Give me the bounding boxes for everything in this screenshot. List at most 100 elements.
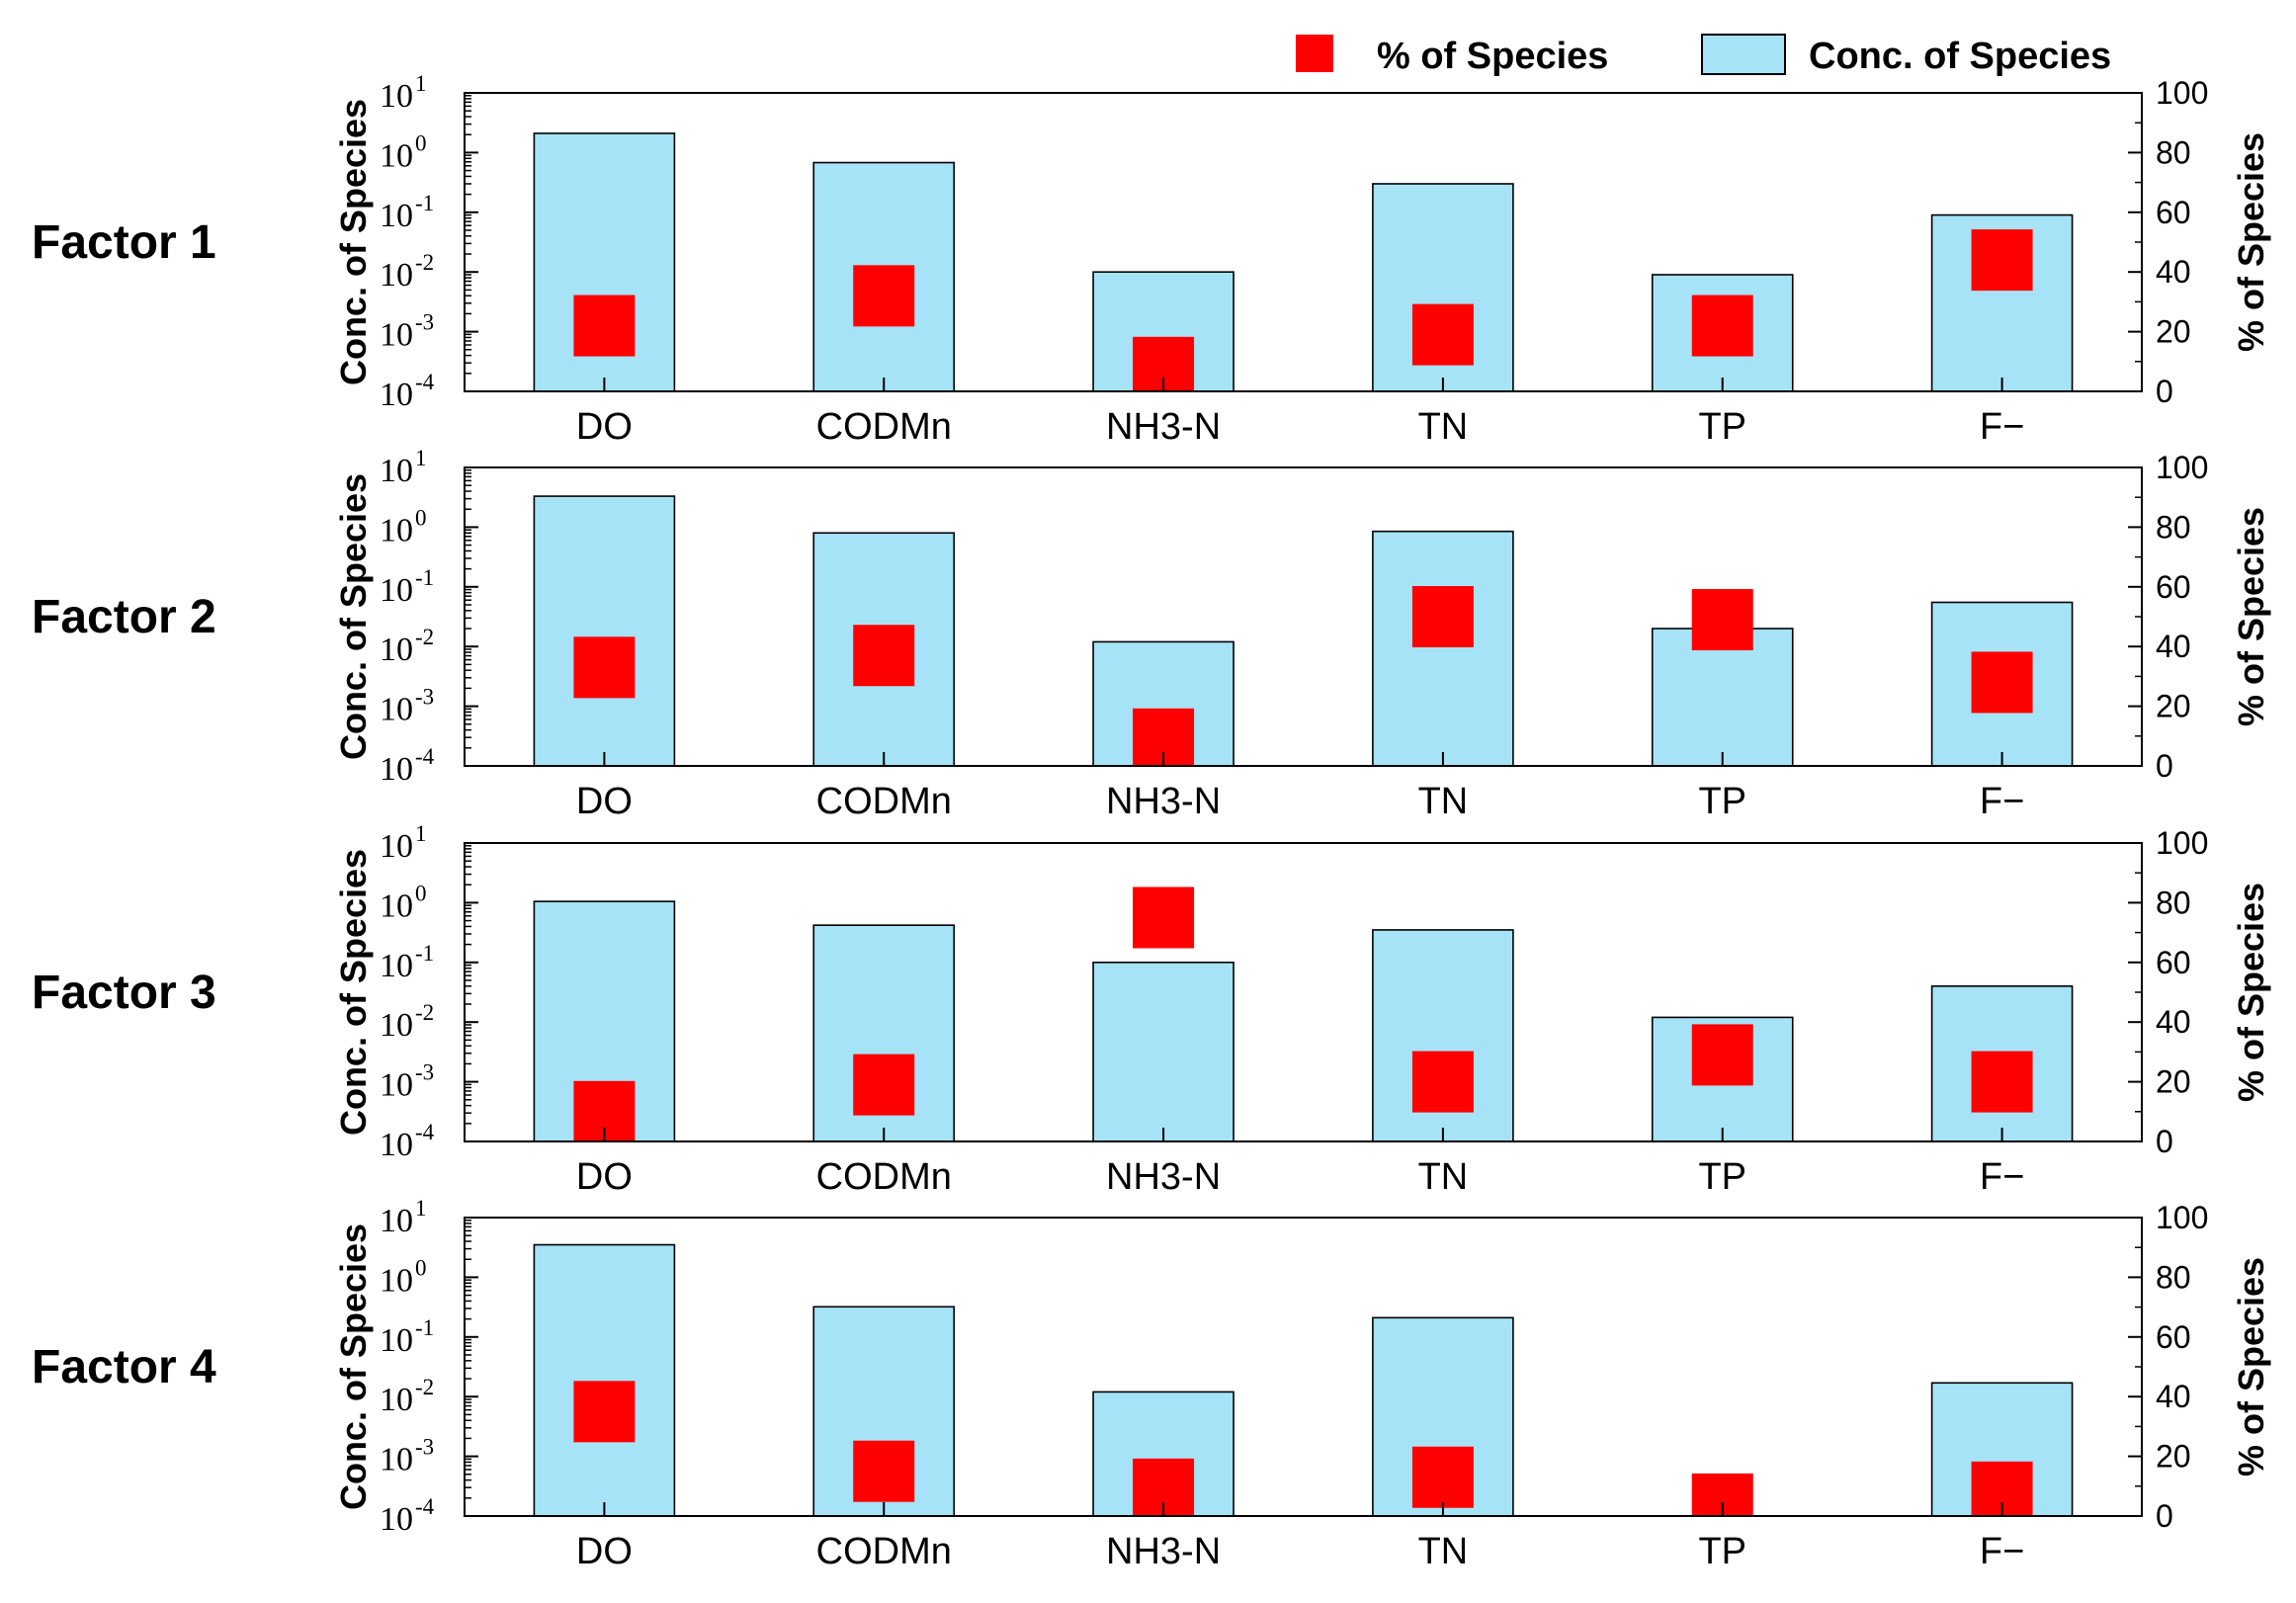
plot-frame <box>464 466 2143 767</box>
left-tick-base: 10 <box>380 948 413 984</box>
right-tick-label: 60 <box>2156 195 2191 230</box>
category-label: TN <box>1418 781 1469 822</box>
left-tick-exponent: -1 <box>415 1315 434 1340</box>
left-axis-title: Conc. of Species <box>333 849 374 1136</box>
category-label: CODMn <box>816 781 952 822</box>
conc-bar <box>1092 961 1234 1142</box>
category-label: TP <box>1698 781 1746 822</box>
left-axis-title: Conc. of Species <box>333 473 374 760</box>
left-tick-exponent: 1 <box>415 446 427 470</box>
pct-marker <box>1971 1051 2033 1113</box>
left-tick-base: 10 <box>380 78 413 115</box>
right-tick-label: 100 <box>2156 450 2208 485</box>
panels: Factor 1DO CODMn NH3-N TN TP F−10-410-310-210… <box>32 71 2271 1572</box>
left-tick-exponent: 1 <box>415 1196 427 1221</box>
left-tick-base: 10 <box>380 512 413 548</box>
right-tick-label: 40 <box>2156 629 2191 664</box>
left-tick-base: 10 <box>380 828 413 865</box>
left-tick-base: 10 <box>380 257 413 294</box>
pct-marker <box>1411 1446 1474 1508</box>
left-tick-exponent: -4 <box>415 744 435 769</box>
right-axis-title: % of Species <box>2231 507 2271 726</box>
left-tick-base: 10 <box>380 1127 413 1163</box>
right-tick-label: 40 <box>2156 254 2191 290</box>
left-tick-base: 10 <box>380 137 413 174</box>
category-label: F− <box>1980 1156 2024 1198</box>
left-tick-exponent: -3 <box>415 1060 434 1085</box>
left-tick-base: 10 <box>380 1203 413 1239</box>
conc-bar <box>533 495 676 767</box>
category-label: F− <box>1980 781 2024 822</box>
right-tick-label: 0 <box>2156 1498 2173 1534</box>
plot-frame <box>464 842 2143 1142</box>
left-tick-base: 10 <box>380 632 413 668</box>
left-tick-exponent: -1 <box>415 941 434 966</box>
left-tick-base: 10 <box>380 453 413 489</box>
left-tick-exponent: 0 <box>415 1255 427 1280</box>
right-tick-label: 60 <box>2156 569 2191 605</box>
pct-marker <box>1411 586 1474 647</box>
plot-frame <box>464 1217 2143 1517</box>
pct-marker <box>1971 651 2033 714</box>
left-tick-exponent: 1 <box>415 821 427 846</box>
category-label: DO <box>576 1531 633 1572</box>
left-tick-exponent: -2 <box>415 1000 434 1025</box>
category-label: F− <box>1980 406 2024 448</box>
left-tick-base: 10 <box>380 198 413 234</box>
factor-label: Factor 3 <box>32 967 216 1019</box>
right-tick-label: 60 <box>2156 1319 2191 1355</box>
left-tick-exponent: -4 <box>415 370 435 394</box>
right-axis-title: % of Species <box>2231 883 2271 1102</box>
legend: % of Species Conc. of Species <box>1296 34 2111 77</box>
left-tick-base: 10 <box>380 1262 413 1299</box>
left-tick-exponent: -3 <box>415 685 434 710</box>
pct-marker <box>1133 886 1195 949</box>
category-label: DO <box>576 1156 633 1198</box>
pct-marker <box>853 265 915 327</box>
left-tick-base: 10 <box>380 1007 413 1044</box>
left-tick-base: 10 <box>380 1442 413 1478</box>
legend-pct-swatch <box>1296 35 1333 72</box>
right-tick-label: 0 <box>2156 1124 2173 1159</box>
left-tick-exponent: -2 <box>415 1375 434 1399</box>
panel-4: Factor 4DO CODMn NH3-N TN TP F−10-410-310-210… <box>32 1196 2271 1572</box>
left-tick-base: 10 <box>380 377 413 413</box>
right-tick-label: 100 <box>2156 1200 2208 1235</box>
legend-conc-label: Conc. of Species <box>1809 36 2111 77</box>
panel-1: Factor 1DO CODMn NH3-N TN TP F−10-410-310-210… <box>32 71 2271 448</box>
legend-pct-label: % of Species <box>1377 36 1608 77</box>
factor-label: Factor 4 <box>32 1341 216 1393</box>
pct-marker <box>1411 1051 1474 1113</box>
category-label: NH3-N <box>1106 781 1221 822</box>
left-tick-base: 10 <box>380 1382 413 1418</box>
left-tick-exponent: -1 <box>415 565 434 590</box>
category-label: DO <box>576 406 633 448</box>
left-tick-exponent: 0 <box>415 881 427 905</box>
right-tick-label: 100 <box>2156 825 2208 861</box>
left-tick-exponent: 0 <box>415 130 427 155</box>
left-tick-base: 10 <box>380 887 413 924</box>
pct-marker <box>853 1440 915 1502</box>
factor-label: Factor 1 <box>32 216 216 269</box>
category-label: TP <box>1698 1156 1746 1198</box>
left-tick-exponent: -2 <box>415 625 434 649</box>
category-label: TN <box>1418 1531 1469 1572</box>
left-tick-base: 10 <box>380 1322 413 1359</box>
left-tick-base: 10 <box>380 692 413 728</box>
pct-marker <box>573 636 636 699</box>
category-label: CODMn <box>816 406 952 448</box>
left-tick-base: 10 <box>380 1501 413 1538</box>
conc-bar <box>533 1243 676 1517</box>
conc-bar <box>1092 271 1234 392</box>
left-axis-title: Conc. of Species <box>333 99 374 385</box>
left-tick-exponent: 1 <box>415 71 427 96</box>
pct-marker <box>1691 1024 1753 1086</box>
pct-marker <box>1691 295 1753 357</box>
left-tick-exponent: -4 <box>415 1494 435 1519</box>
right-tick-label: 80 <box>2156 509 2191 545</box>
left-tick-exponent: -3 <box>415 1435 434 1460</box>
category-label: DO <box>576 781 633 822</box>
right-tick-label: 40 <box>2156 1379 2191 1414</box>
right-tick-label: 80 <box>2156 1259 2191 1295</box>
left-tick-exponent: -1 <box>415 191 434 215</box>
